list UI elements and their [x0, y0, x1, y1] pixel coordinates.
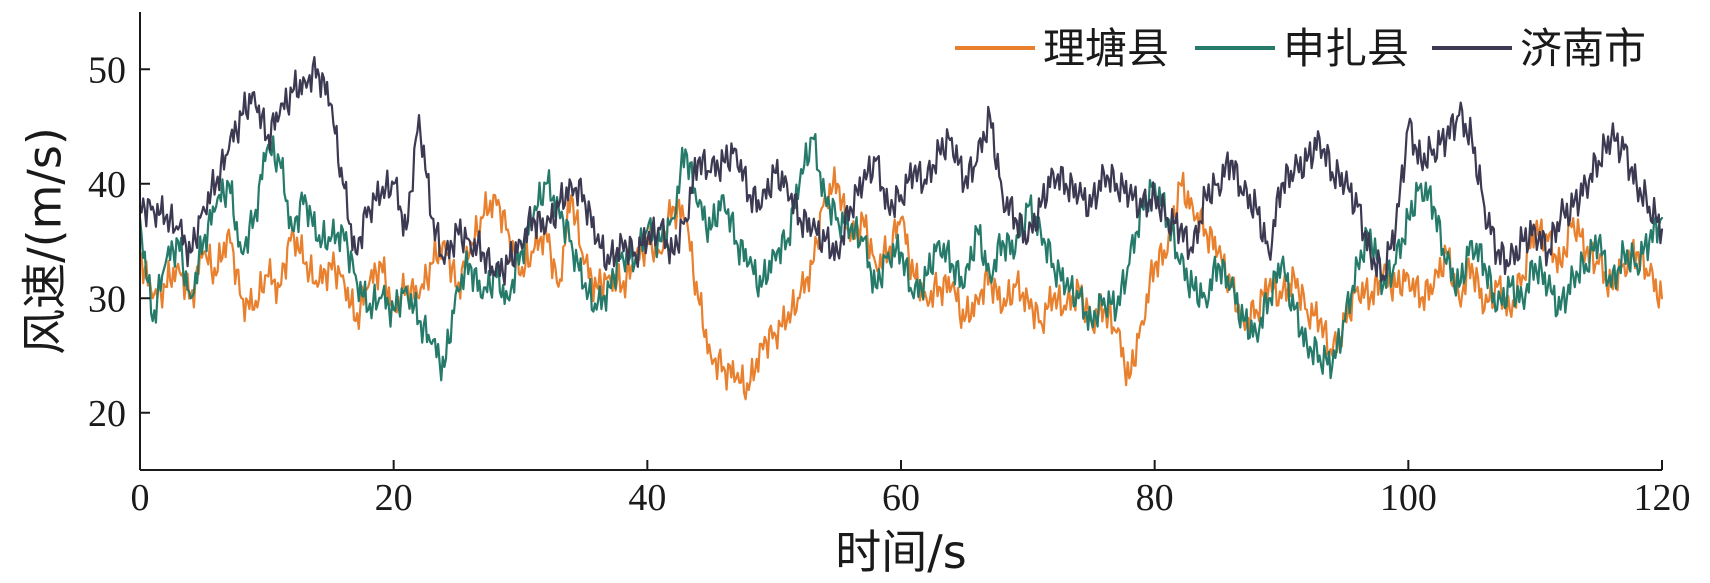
legend-label-0: 理塘县 — [1043, 24, 1169, 73]
x-axis-title: 时间/s — [835, 525, 966, 579]
series-layer — [138, 56, 1664, 401]
y-tick-label-1: 30 — [88, 278, 126, 320]
x-tick-label-1: 20 — [375, 477, 413, 519]
series-line-1 — [138, 133, 1664, 382]
y-axis-title: 风速/(m/s) — [18, 127, 72, 355]
x-tick-label-6: 120 — [1634, 477, 1691, 519]
y-tick-label-0: 20 — [88, 393, 126, 435]
y-tick-label-3: 50 — [88, 49, 126, 91]
legend-label-2: 济南市 — [1520, 24, 1646, 73]
legend: 理塘县 申扎县 济南市 — [955, 24, 1646, 73]
x-tick-label-3: 60 — [882, 477, 920, 519]
series-line-2 — [138, 56, 1664, 286]
legend-label-1: 申扎县 — [1283, 24, 1409, 73]
x-tick-label-4: 80 — [1136, 477, 1174, 519]
x-tick-label-2: 40 — [628, 477, 666, 519]
y-tick-label-2: 40 — [88, 164, 126, 206]
x-tick-label-5: 100 — [1380, 477, 1437, 519]
x-tick-label-0: 0 — [131, 477, 150, 519]
axes-layer — [139, 12, 1662, 471]
series-line-0 — [138, 166, 1664, 401]
